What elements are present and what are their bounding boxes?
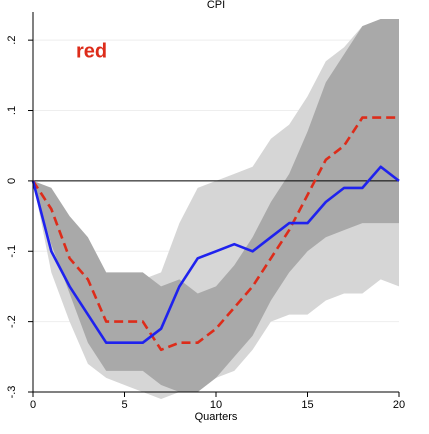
- series-line-1: [31, 165, 400, 345]
- y-tick-label-2: 0: [6, 178, 18, 184]
- series-line-0: [31, 116, 399, 352]
- confidence-bands: [33, 19, 399, 399]
- red-annotation: red: [76, 41, 107, 63]
- band-1: [33, 19, 399, 392]
- y-tick-label-4: -.2: [6, 315, 18, 328]
- chart-title: CPI: [207, 0, 225, 11]
- x-tick-label-0: 0: [30, 399, 36, 411]
- x-axis-label: Quarters: [195, 411, 238, 423]
- y-tick-label-0: .2: [6, 36, 18, 45]
- x-tick-label-4: 20: [393, 399, 405, 411]
- x-tick-label-1: 5: [121, 399, 127, 411]
- x-tick-label-3: 15: [301, 399, 313, 411]
- series-lines: [31, 116, 400, 352]
- axes: 0 5 10 15 20 .2 .1 0 -.1 -.2 -.3: [6, 12, 405, 411]
- y-tick-label-5: -.3: [6, 386, 18, 399]
- x-tick-label-2: 10: [210, 399, 222, 411]
- y-tick-label-1: .1: [6, 106, 18, 115]
- y-tick-label-3: -.1: [6, 245, 18, 258]
